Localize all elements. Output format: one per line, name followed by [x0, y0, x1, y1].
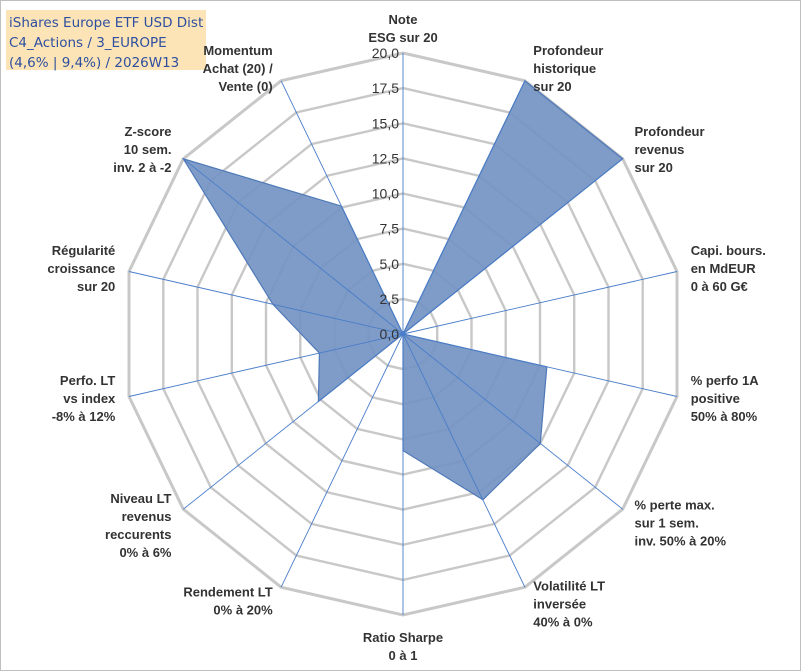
axis-label-capi-bours: Capi. bours. en MdEUR 0 à 60 G€: [691, 243, 766, 294]
axis-label-line: Rendement LT: [183, 585, 272, 600]
axis-label-line: Achat (20) /: [203, 61, 273, 76]
axis-label-line: croissance: [47, 261, 115, 276]
axis-label-perfo-lt-vs-index: Perfo. LT vs index -8% à 12%: [52, 373, 116, 424]
axis-label-niveau-lt-revenus: Niveau LT revenus reccurents 0% à 6%: [105, 491, 172, 560]
axis-label-line: 0% à 6%: [119, 545, 171, 560]
axis-label-line: 0% à 20%: [213, 603, 273, 618]
axis-label-line: Note: [389, 12, 418, 27]
axis-label-line: Momentum: [203, 43, 272, 58]
spoke-niveau-lt-revenus: [183, 333, 404, 510]
spoke-momentum: [280, 80, 404, 335]
axis-label-line: inv. 50% à 20%: [635, 534, 727, 549]
axis-label-line: revenus: [635, 142, 685, 157]
axis-label-line: Capi. bours.: [691, 243, 766, 258]
spoke-z-score: [183, 158, 404, 335]
axis-label-line: vs index: [63, 391, 116, 406]
axis-label-note-esg: Note ESG sur 20: [368, 12, 437, 45]
axis-label-volatilite-lt: Volatilité LT inversée 40% à 0%: [533, 578, 605, 629]
axis-label-line: inv. 2 à -2: [113, 160, 171, 175]
axis-label-line: Profondeur: [635, 124, 705, 139]
axis-label-line: sur 20: [533, 79, 571, 94]
axis-label-line: sur 20: [77, 279, 115, 294]
axis-label-line: reccurents: [105, 527, 171, 542]
tick-label: 17,5: [372, 80, 399, 96]
chart-title-box: iShares Europe ETF USD Dist C4_Actions /…: [6, 10, 206, 71]
axis-label-line: Z-score: [125, 124, 172, 139]
tick-layer: 0,0 2,5 5,0 7,5 10,0 12,5 15,0 17,5 20,0: [372, 45, 399, 342]
spoke-rendement-lt: [280, 333, 404, 588]
title-line-1: iShares Europe ETF USD Dist: [9, 15, 204, 31]
axis-label-line: % perte max.: [635, 498, 715, 513]
axis-label-line: -8% à 12%: [52, 409, 116, 424]
axis-label-line: 40% à 0%: [533, 614, 593, 629]
tick-label: 5,0: [380, 256, 400, 272]
axis-label-line: 10 sem.: [124, 142, 172, 157]
tick-label: 12,5: [372, 150, 399, 166]
title-line-3: (4,6% | 9,4%) / 2026W13: [9, 55, 180, 71]
axis-label-line: inversée: [533, 596, 586, 611]
spoke-layer: [128, 53, 678, 615]
tick-label: 15,0: [372, 115, 399, 131]
tick-label: 10,0: [372, 186, 399, 202]
spoke-regularite-croissance: [128, 271, 404, 335]
axis-label-line: Volatilité LT: [533, 578, 605, 593]
axis-label-perte-max: % perte max. sur 1 sem. inv. 50% à 20%: [635, 498, 727, 549]
spoke-perte-max: [402, 333, 623, 510]
spoke-volatilite-lt: [402, 333, 526, 588]
axis-label-rendement-lt: Rendement LT 0% à 20%: [183, 585, 273, 618]
axis-label-line: 0 à 1: [389, 648, 418, 663]
axis-label-regularite-croissance: Régularité croissance sur 20: [47, 243, 115, 294]
axis-label-line: positive: [691, 391, 740, 406]
tick-label: 7,5: [380, 221, 400, 237]
axis-label-profondeur-revenus: Profondeur revenus sur 20: [635, 124, 705, 175]
axis-label-line: Ratio Sharpe: [363, 630, 443, 645]
spoke-profondeur-historique: [402, 80, 526, 335]
spoke-profondeur-revenus: [402, 158, 623, 335]
axis-label-line: revenus: [122, 509, 172, 524]
spoke-perfo-1a-positive: [402, 333, 678, 397]
tick-label: 20,0: [372, 45, 399, 61]
axis-label-profondeur-historique: Profondeur historique sur 20: [533, 43, 603, 94]
axis-label-momentum: Momentum Achat (20) / Vente (0): [203, 43, 273, 94]
axis-label-line: sur 1 sem.: [635, 516, 699, 531]
label-layer: Note ESG sur 20 Profondeur historique sur 20…: [47, 12, 765, 663]
axis-label-line: ESG sur 20: [368, 30, 437, 45]
spoke-perfo-lt-vs-index: [128, 333, 404, 397]
spoke-capi-bours: [402, 271, 678, 335]
axis-label-line: 50% à 80%: [691, 409, 758, 424]
axis-label-line: historique: [533, 61, 596, 76]
axis-label-z-score: Z-score 10 sem. inv. 2 à -2: [113, 124, 171, 175]
tick-label: 0,0: [380, 326, 400, 342]
axis-label-ratio-sharpe: Ratio Sharpe 0 à 1: [363, 630, 443, 663]
axis-label-line: % perfo 1A: [691, 373, 760, 388]
title-line-2: C4_Actions / 3_EUROPE: [9, 35, 167, 51]
axis-label-line: Vente (0): [219, 79, 273, 94]
axis-label-line: 0 à 60 G€: [691, 279, 748, 294]
tick-label: 2,5: [380, 291, 400, 307]
axis-label-line: Perfo. LT: [60, 373, 115, 388]
axis-label-line: sur 20: [635, 160, 673, 175]
axis-label-perfo-1a-positive: % perfo 1A positive 50% à 80%: [691, 373, 760, 424]
axis-label-line: Profondeur: [533, 43, 603, 58]
axis-label-line: Régularité: [52, 243, 116, 258]
axis-label-line: Niveau LT: [110, 491, 171, 506]
axis-label-line: en MdEUR: [691, 261, 757, 276]
